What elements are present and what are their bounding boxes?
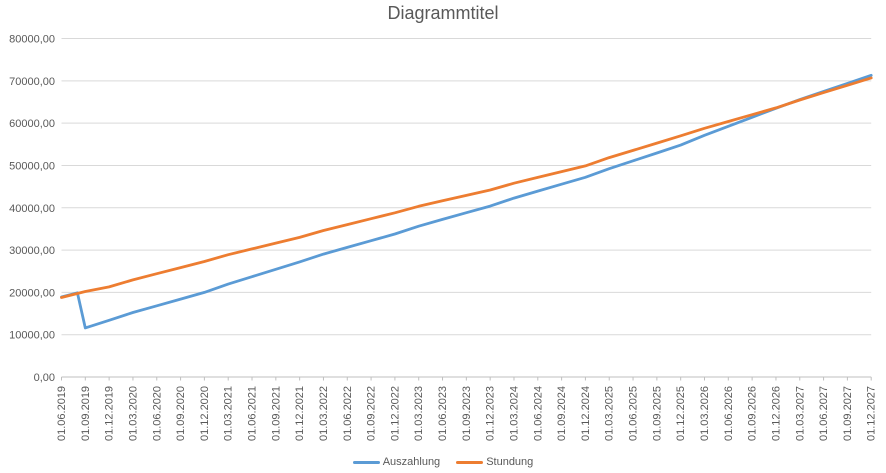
x-axis-tick-label: 01.03.2021 [223, 386, 235, 441]
legend-item-auszahlung[interactable]: Auszahlung [352, 456, 441, 468]
y-axis-tick-label: 20000,00 [9, 287, 55, 299]
chart-plot-area: 0,00 10000,00 20000,00 30000,00 40000,00 5000… [9, 34, 878, 442]
y-axis-tick-label: 40000,00 [9, 203, 55, 215]
y-axis-tick-label: 10000,00 [9, 330, 55, 342]
x-axis-tick-label: 01.12.2023 [485, 386, 497, 441]
x-axis-tick-label: 01.12.2021 [294, 386, 306, 441]
x-axis-tick-label: 01.03.2024 [508, 386, 520, 441]
y-axis-tick-label: 70000,00 [9, 76, 55, 88]
y-axis-tick-label: 30000,00 [9, 245, 55, 257]
x-axis-tick-label: 01.09.2027 [842, 386, 854, 441]
y-axis-tick-label: 60000,00 [9, 118, 55, 130]
x-axis-tick-label: 01.06.2019 [56, 386, 68, 441]
legend-label-stundung: Stundung [486, 456, 534, 468]
series-line-auszahlung[interactable] [60, 73, 873, 330]
x-axis-tick-label: 01.12.2026 [770, 386, 782, 441]
stundung-line-swatch-icon [456, 460, 484, 464]
x-axis-tick-label: 01.06.2021 [247, 386, 259, 441]
x-axis-tick-label: 01.12.2025 [675, 386, 687, 441]
x-axis-tick-label: 01.06.2025 [628, 386, 640, 441]
x-axis-tick-label: 01.12.2020 [199, 386, 211, 441]
x-axis-tick-label: 01.09.2024 [556, 386, 568, 441]
x-axis-tick-label: 01.06.2024 [532, 386, 544, 441]
y-axis-tick-label: 50000,00 [9, 160, 55, 172]
x-axis-tick-label: 01.09.2023 [461, 386, 473, 441]
x-axis-tick-label: 01.06.2026 [723, 386, 735, 441]
x-axis-tick-label: 01.09.2025 [651, 386, 663, 441]
x-axis-tick-label: 01.09.2021 [270, 386, 282, 441]
x-axis-tick-label: 01.12.2019 [104, 386, 116, 441]
x-axis-tick-label: 01.03.2025 [604, 386, 616, 441]
x-axis-tick-label: 01.09.2022 [366, 386, 378, 441]
x-axis-tick-label: 01.09.2026 [747, 386, 759, 441]
x-axis-tick-label: 01.03.2027 [794, 386, 806, 441]
x-axis-tick-label: 01.06.2020 [151, 386, 163, 441]
x-axis-tick-label: 01.03.2026 [699, 386, 711, 441]
legend-label-auszahlung: Auszahlung [382, 456, 441, 468]
legend-item-stundung[interactable]: Stundung [456, 456, 533, 468]
x-axis-tick-label: 01.03.2023 [413, 386, 425, 441]
x-axis-tick-label: 01.06.2027 [818, 386, 830, 441]
y-axis-tick-label: 80000,00 [9, 34, 55, 46]
x-axis-tick-label: 01.03.2020 [127, 386, 139, 441]
x-axis-tick-label: 01.06.2022 [342, 386, 354, 441]
y-axis-tick-label: 0,00 [34, 372, 55, 384]
x-axis-tick-label: 01.06.2023 [437, 386, 449, 441]
x-axis-tick-label: 01.12.2027 [866, 386, 878, 441]
chart-title[interactable]: Diagrammtitel [387, 3, 499, 23]
x-axis-tick-label: 01.03.2022 [318, 386, 330, 441]
x-axis-tick-label: 01.12.2022 [389, 386, 401, 441]
x-axis-tick-label: 01.12.2024 [580, 386, 592, 441]
x-axis-tick-label: 01.09.2020 [175, 386, 187, 441]
x-axis-tick-label: 01.09.2019 [80, 386, 92, 441]
chart-legend: Auszahlung Stundung [0, 456, 886, 468]
auszahlung-line-swatch-icon [352, 460, 380, 464]
series-line-stundung[interactable] [60, 76, 873, 299]
